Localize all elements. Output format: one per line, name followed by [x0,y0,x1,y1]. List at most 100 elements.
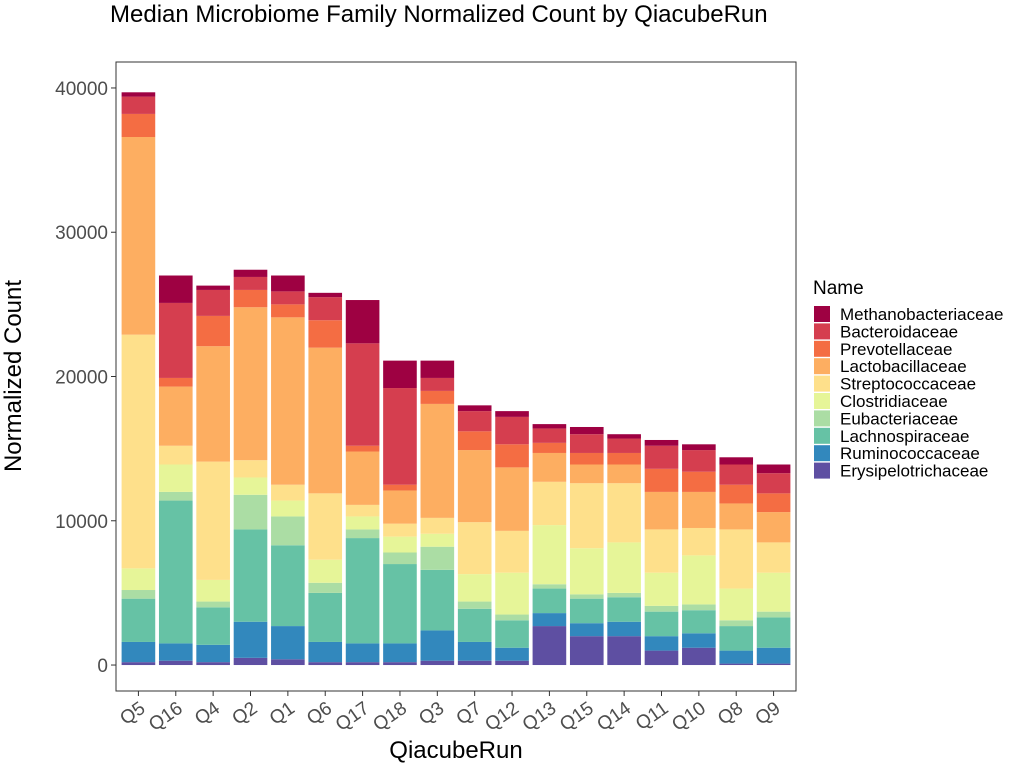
bar-segment-q5-erysipelotrichaceae [121,662,156,666]
bar-segment-q16-methanobacteriaceae [158,275,193,303]
bar-segment-q11-ruminococcaceae [644,636,679,651]
bar-segment-q8-ruminococcaceae [719,650,754,664]
bar-segment-q14-eubacteriaceae [607,592,641,598]
bar-segment-q10-ruminococcaceae [682,633,716,648]
bar-segment-q9-streptococcaceae [756,542,791,573]
bar-segment-q14-erysipelotrichaceae [607,636,641,666]
y-tick-label: 30000 [55,223,108,244]
bar-segment-q10-clostridiaceae [682,555,716,605]
bar-segment-q4-erysipelotrichaceae [196,662,230,666]
bar-segment-q4-eubacteriaceae [196,601,230,608]
bar-segment-q12-methanobacteriaceae [495,411,529,417]
x-tick-label: Q17 [332,698,373,736]
bar-segment-q5-streptococcaceae [121,334,156,569]
bar-segment-q15-clostridiaceae [569,548,604,595]
x-tick-label: Q15 [556,698,597,736]
bar-segment-q7-streptococcaceae [457,522,492,575]
bar-segment-q9-eubacteriaceae [756,611,791,618]
bar-segment-q13-clostridiaceae [532,525,567,585]
bar-segment-q7-prevotellaceae [457,431,492,451]
bar-segment-q15-prevotellaceae [569,452,604,465]
bar-segment-q9-clostridiaceae [756,572,791,612]
bar-segment-q15-streptococcaceae [569,483,604,549]
x-tick-label: Q2 [229,698,262,730]
y-tick-label: 20000 [55,368,108,389]
bar-segment-q18-methanobacteriaceae [383,360,417,389]
bar-segment-q4-methanobacteriaceae [196,285,230,290]
x-tick-label: Q13 [519,698,560,736]
bar-segment-q1-methanobacteriaceae [271,275,305,292]
bar-segment-q15-methanobacteriaceae [569,426,604,435]
bar-segment-q15-ruminococcaceae [569,623,604,637]
legend-label: Methanobacteriaceae [840,305,1004,324]
bar-segment-q10-bacteroidaceae [682,450,716,472]
bar-segment-q7-clostridiaceae [457,574,492,602]
chart-title: Median Microbiome Family Normalized Coun… [110,1,768,28]
bar-segment-q10-streptococcaceae [682,527,716,556]
bar-segment-q5-methanobacteriaceae [121,92,156,97]
bar-segment-q14-lachnospiraceae [607,597,641,622]
bar-segment-q13-erysipelotrichaceae [532,626,567,666]
bar-segment-q14-ruminococcaceae [607,621,641,637]
bar-segment-q2-methanobacteriaceae [233,269,268,277]
bar-segment-q9-lachnospiraceae [756,617,791,648]
legend-label: Streptococcaceae [840,375,976,394]
bar-segment-q17-methanobacteriaceae [345,300,380,344]
legend-title: Name [813,278,864,299]
legend-label: Bacteroidaceae [840,322,958,341]
bar-segment-q2-eubacteriaceae [233,494,268,530]
x-tick-label: Q5 [116,698,149,730]
bar-segment-q1-eubacteriaceae [271,516,305,546]
x-tick-label: Q8 [714,698,747,730]
x-tick-label: Q18 [369,698,410,736]
bar-segment-q5-lactobacillaceae [121,137,156,335]
bar-segment-q14-lactobacillaceae [607,464,641,484]
bar-segment-q18-clostridiaceae [383,536,417,553]
bar-segment-q1-lactobacillaceae [271,317,305,485]
legend-label: Eubacteriaceae [840,409,958,428]
bar-segment-q8-clostridiaceae [719,588,754,621]
bar-segment-q13-lachnospiraceae [532,588,567,614]
bar-segment-q18-streptococcaceae [383,523,417,537]
bar-segment-q3-bacteroidaceae [420,377,455,391]
bars [121,92,791,666]
bar-segment-q12-streptococcaceae [495,530,529,573]
bar-segment-q1-ruminococcaceae [271,626,305,660]
bar-segment-q13-lactobacillaceae [532,452,567,482]
bar-segment-q8-prevotellaceae [719,484,754,504]
bar-segment-q15-lachnospiraceae [569,598,604,624]
bar-segment-q11-erysipelotrichaceae [644,650,679,666]
bar-segment-q7-eubacteriaceae [457,601,492,609]
bar-segment-q3-erysipelotrichaceae [420,660,455,666]
bar-segment-q11-prevotellaceae [644,468,679,492]
bar-segment-q16-streptococcaceae [158,445,193,465]
bar-segment-q10-prevotellaceae [682,471,716,492]
y-tick-label: 0 [97,656,108,677]
x-tick-label: Q7 [453,698,486,730]
legend-label: Lactobacillaceae [840,357,967,376]
legend: Name MethanobacteriaceaeBacteroidaceaePr… [813,278,1004,481]
bar-segment-q11-methanobacteriaceae [644,439,679,446]
bar-segment-q2-clostridiaceae [233,477,268,495]
legend-swatch [814,393,830,409]
bar-segment-q5-prevotellaceae [121,113,156,138]
legend-swatch [814,358,830,375]
bar-segment-q12-lactobacillaceae [495,467,529,531]
bar-segment-q18-bacteroidaceae [383,388,417,485]
bar-segment-q8-methanobacteriaceae [719,457,754,465]
bar-segment-q7-ruminococcaceae [457,641,492,661]
bar-segment-q13-streptococcaceae [532,481,567,526]
bar-segment-q11-lachnospiraceae [644,611,679,637]
bar-segment-q12-erysipelotrichaceae [495,660,529,666]
bar-segment-q16-lactobacillaceae [158,386,193,446]
legend-swatch [814,427,830,444]
bar-segment-q4-lachnospiraceae [196,607,230,645]
bar-segment-q12-lachnospiraceae [495,620,529,648]
bar-segment-q16-bacteroidaceae [158,302,193,378]
bar-segment-q10-eubacteriaceae [682,604,716,611]
bar-segment-q13-bacteroidaceae [532,428,567,443]
bar-segment-q15-erysipelotrichaceae [569,636,604,666]
bar-segment-q2-bacteroidaceae [233,276,268,290]
x-tick-label: Q16 [145,698,186,736]
bar-segment-q14-clostridiaceae [607,542,641,593]
